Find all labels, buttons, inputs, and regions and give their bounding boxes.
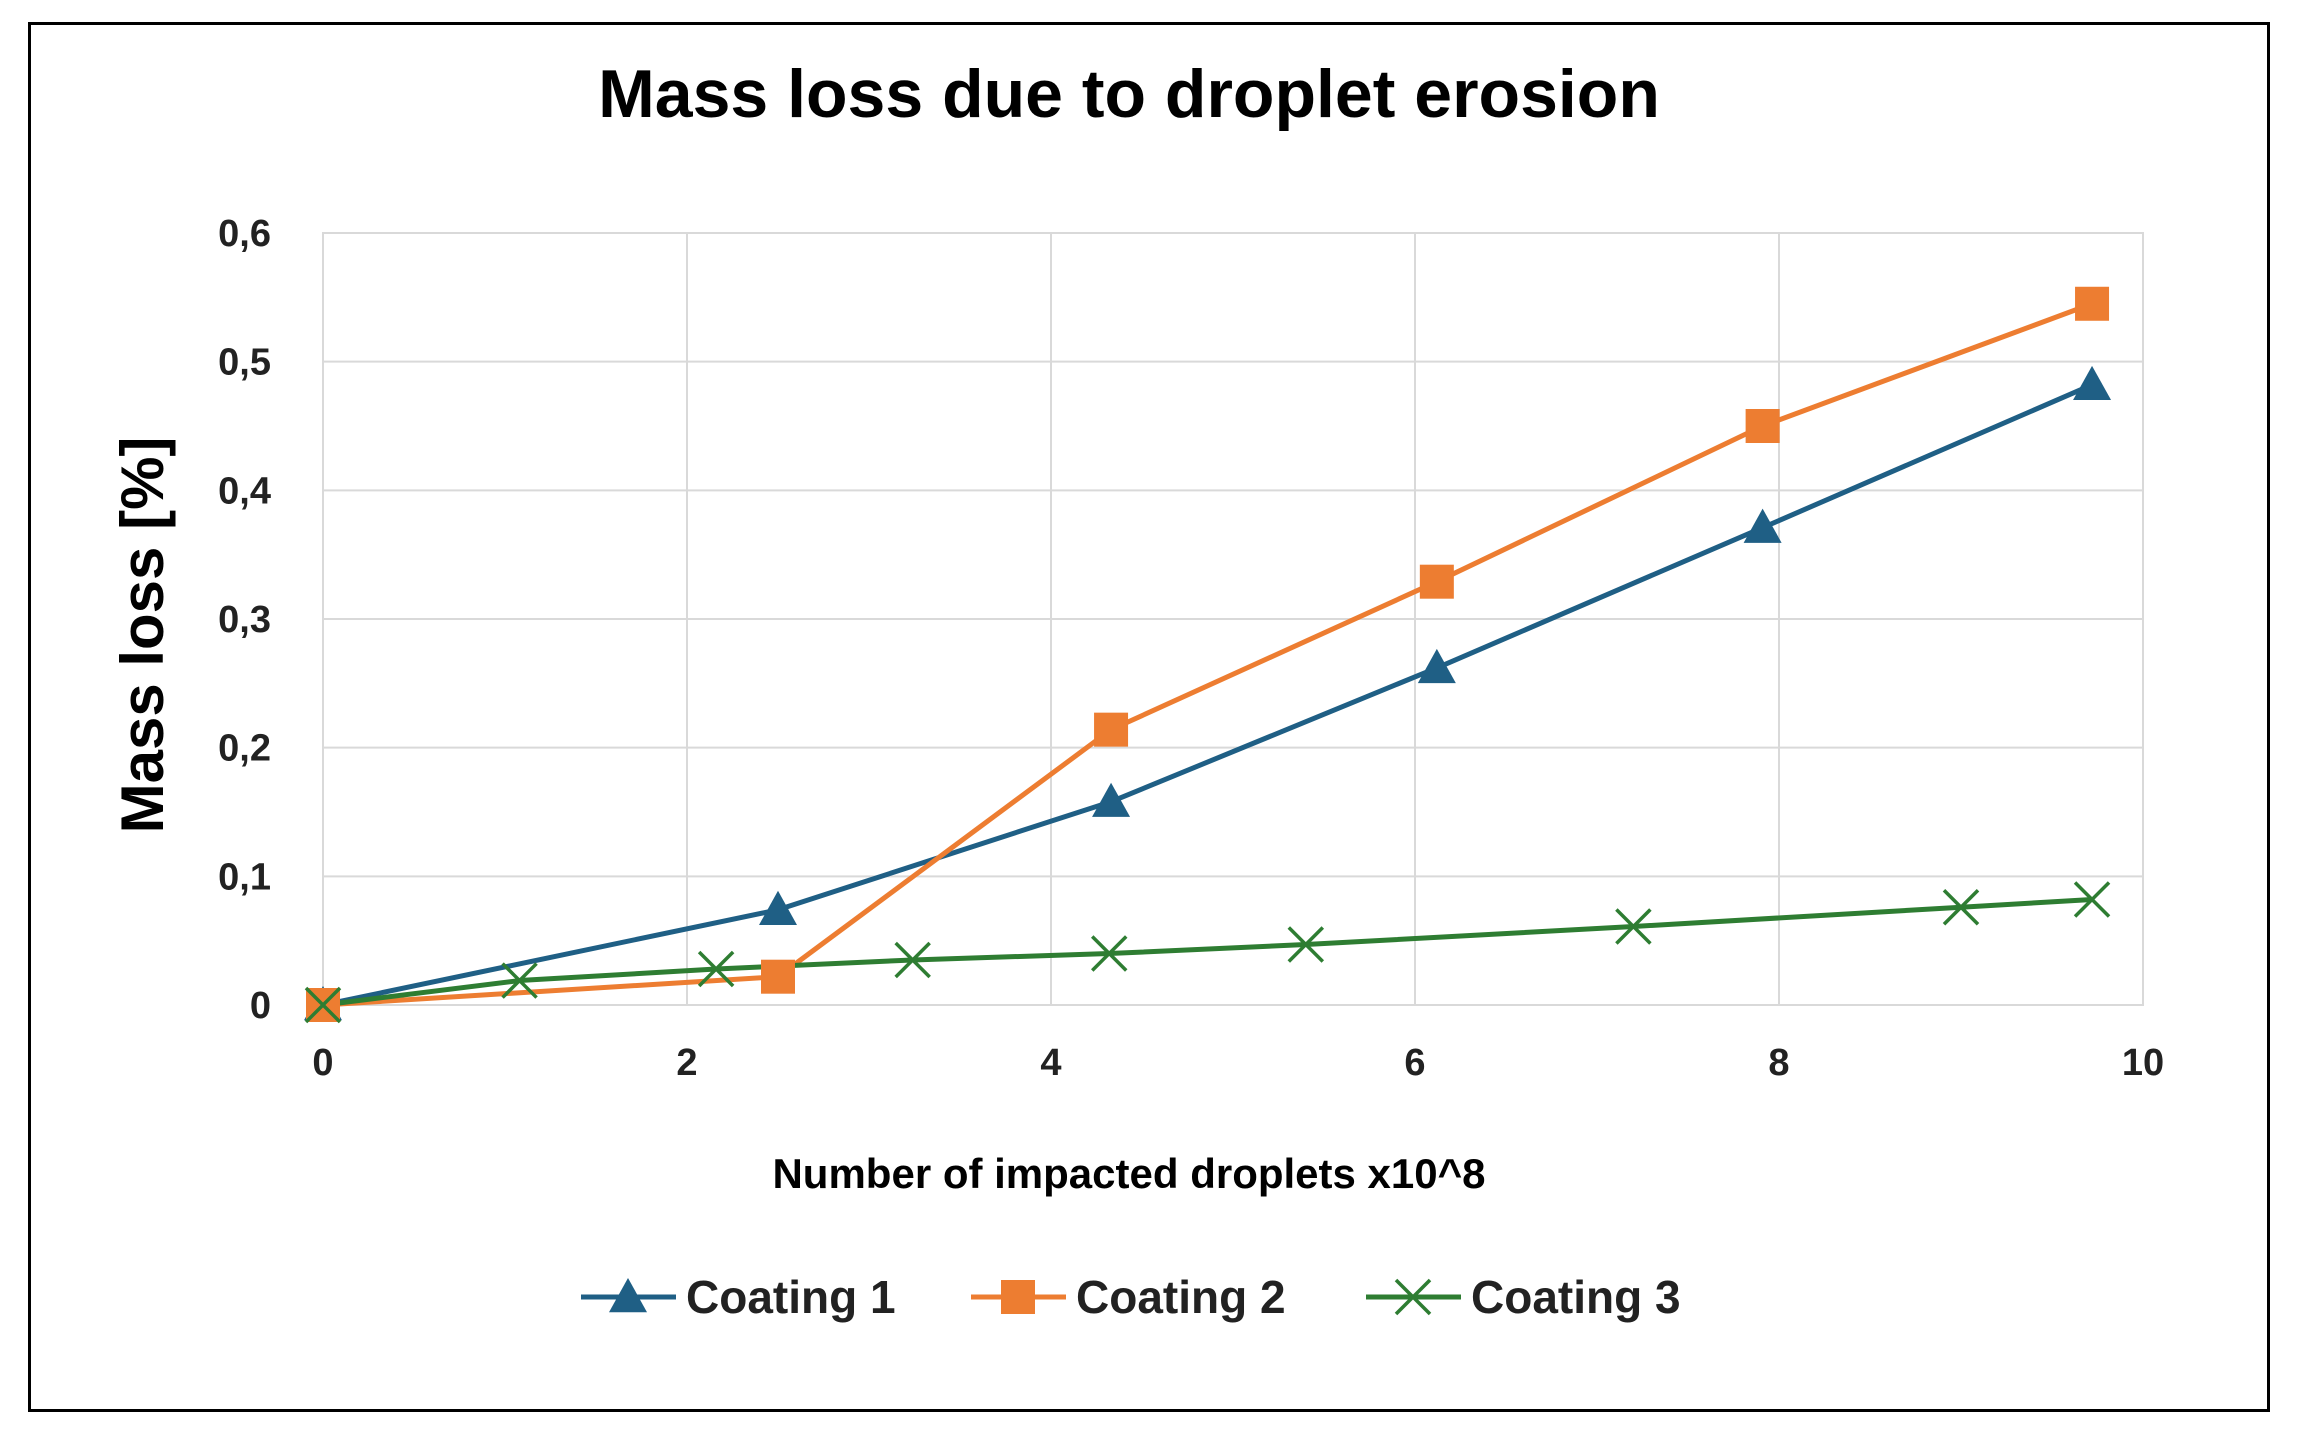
data-point-stroke — [2073, 881, 2111, 918]
markers-coating-3 — [304, 881, 2111, 1024]
data-point — [501, 962, 538, 999]
data-point — [1094, 712, 1129, 747]
legend-label: Coating 2 — [1076, 1271, 1286, 1323]
x-tick-label: 6 — [1404, 1042, 1425, 1084]
legend: Coating 1 Coating 2 Coating 3 — [581, 1271, 1681, 1323]
axes: 0 0,1 0,2 0,3 0,4 0,5 0,6 0 2 4 6 8 10 — [218, 213, 2164, 1084]
markers-coating-1 — [304, 365, 2112, 1021]
legend-marker — [1001, 1280, 1035, 1314]
data-point-stroke — [304, 986, 342, 1024]
chart-frame: Mass loss due to droplet erosion 0 0,1 0,2… — [28, 22, 2270, 1412]
y-tick-label: 0,6 — [218, 213, 271, 255]
series-group — [304, 286, 2112, 1024]
data-point — [2075, 286, 2110, 321]
series-line — [322, 382, 2094, 1008]
data-point-stroke — [1942, 888, 1980, 926]
x-tick-label: 4 — [1040, 1042, 1061, 1084]
y-tick-label: 0,2 — [218, 728, 271, 770]
data-point — [1419, 564, 1454, 599]
chart-title: Mass loss due to droplet erosion — [598, 56, 1660, 132]
series-coating-2 — [322, 301, 2093, 1008]
y-tick-label: 0 — [250, 985, 271, 1027]
data-point — [1287, 926, 1325, 963]
data-point-stroke — [501, 962, 538, 999]
data-point-stroke — [1091, 935, 1128, 972]
legend-label: Coating 3 — [1471, 1271, 1681, 1323]
x-tick-label: 8 — [1768, 1042, 1789, 1084]
data-point-stroke — [1287, 926, 1325, 963]
legend-marker — [609, 1278, 647, 1313]
y-tick-label: 0,4 — [218, 470, 271, 512]
data-point — [759, 890, 797, 925]
legend-marker — [1394, 1278, 1432, 1316]
series-coating-1 — [322, 382, 2094, 1008]
data-point — [2073, 881, 2111, 918]
data-point — [1091, 935, 1128, 972]
data-point — [1743, 508, 1782, 543]
chart: Mass loss due to droplet erosion 0 0,1 0,2… — [109, 56, 2164, 1323]
x-tick-label: 2 — [676, 1042, 697, 1084]
data-point — [761, 959, 795, 994]
data-point — [1417, 648, 1456, 684]
data-point — [894, 941, 931, 979]
y-tick-label: 0,3 — [218, 599, 271, 641]
legend-label: Coating 1 — [686, 1271, 896, 1323]
legend-entry-coating-3: Coating 3 — [1366, 1271, 1681, 1323]
data-point — [1615, 908, 1652, 945]
data-point — [2073, 365, 2112, 401]
y-tick-label: 0,1 — [218, 856, 271, 898]
x-tick-label: 0 — [312, 1042, 333, 1084]
gridlines — [322, 232, 2144, 1006]
y-axis-label: Mass loss [%] — [109, 437, 176, 834]
data-point — [304, 986, 342, 1024]
x-tick-label: 10 — [2122, 1042, 2164, 1084]
data-point — [1942, 888, 1980, 926]
data-point — [1745, 409, 1780, 443]
data-point — [697, 950, 735, 988]
data-point-stroke — [894, 941, 931, 979]
x-axis-label: Number of impacted droplets x10^8 — [772, 1150, 1485, 1197]
data-point — [1092, 782, 1131, 817]
legend-marker-stroke — [1394, 1278, 1432, 1316]
legend-entry-coating-1: Coating 1 — [581, 1271, 896, 1323]
data-point-stroke — [1615, 908, 1652, 945]
y-tick-label: 0,5 — [218, 342, 271, 384]
series-line — [322, 301, 2093, 1008]
legend-entry-coating-2: Coating 2 — [971, 1271, 1286, 1323]
data-point-stroke — [697, 950, 735, 988]
